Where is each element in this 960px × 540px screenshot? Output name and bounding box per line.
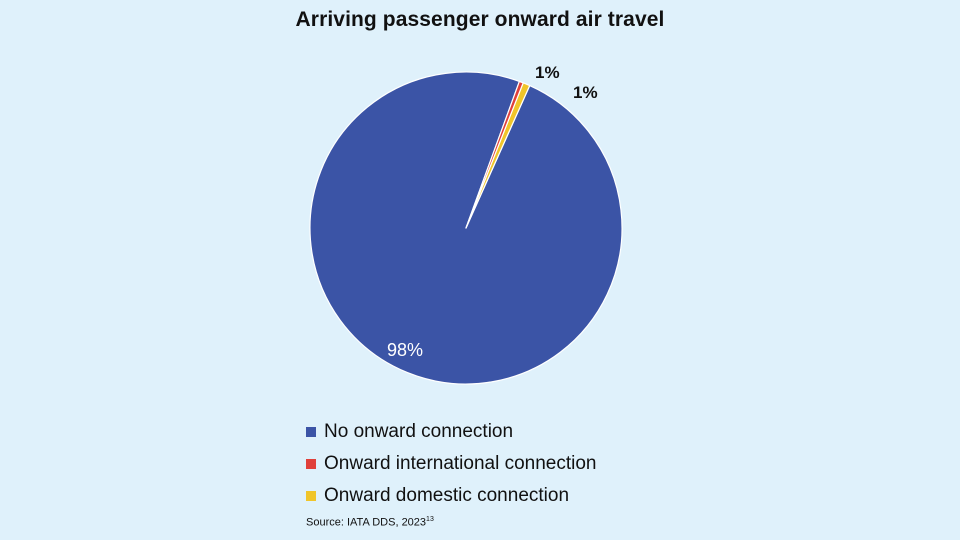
chart-legend: No onward connection Onward internationa… [306, 416, 597, 512]
legend-item-no-onward: No onward connection [306, 416, 597, 448]
legend-label-domestic: Onward domestic connection [324, 485, 570, 506]
legend-swatch-international [306, 459, 316, 469]
legend-label-no-onward: No onward connection [324, 421, 514, 442]
legend-item-domestic: Onward domestic connection [306, 480, 597, 512]
legend-swatch-no-onward [306, 427, 316, 437]
data-label-domestic: 1% [573, 83, 598, 102]
legend-item-international: Onward international connection [306, 448, 597, 480]
source-footnote: 13 [426, 516, 434, 523]
source-note: Source: IATA DDS, 202313 [306, 516, 434, 529]
data-label-international: 1% [535, 63, 560, 82]
data-label-no-onward: 98% [387, 340, 423, 360]
legend-label-international: Onward international connection [324, 453, 597, 474]
source-text: Source: IATA DDS, 2023 [306, 516, 427, 529]
chart-title: Arriving passenger onward air travel [295, 8, 665, 31]
pie-slice-international [465, 80, 524, 229]
legend-swatch-domestic [306, 491, 316, 501]
